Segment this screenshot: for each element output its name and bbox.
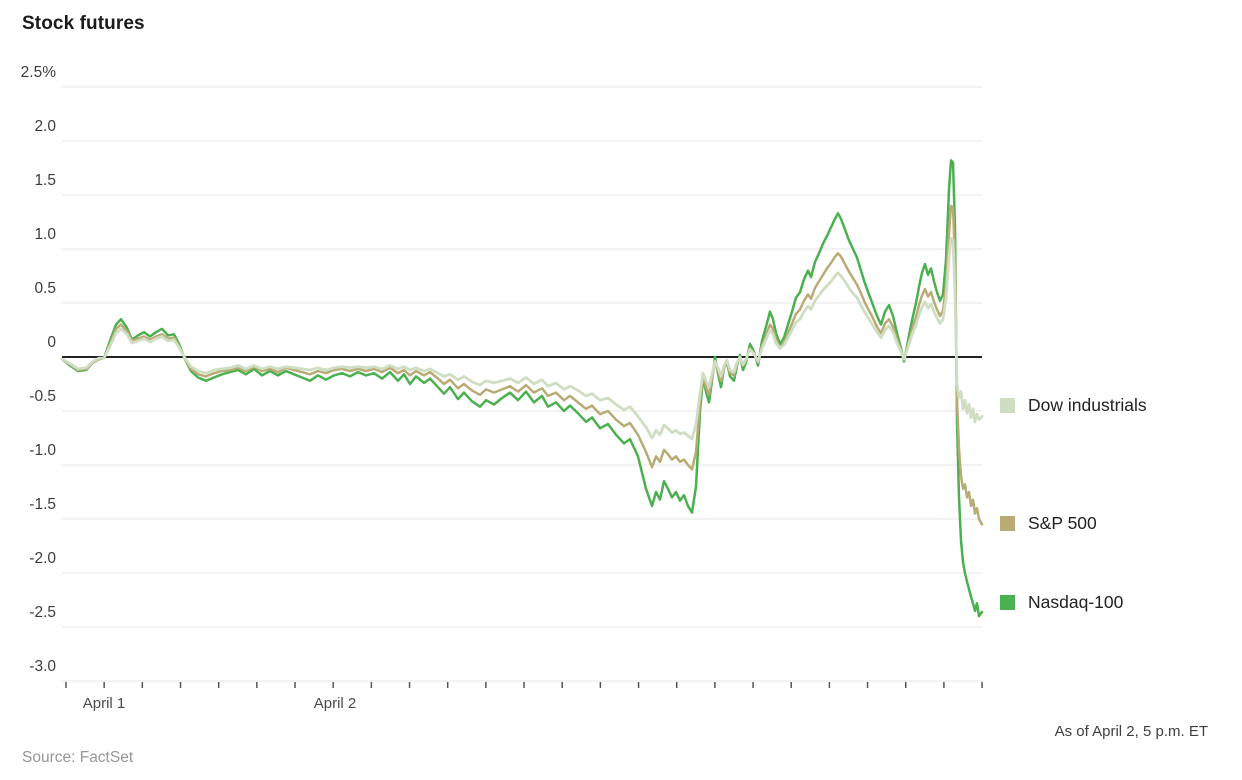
legend-label-sp: S&P 500 <box>1028 512 1097 533</box>
y-axis-label: 0.5 <box>34 280 56 297</box>
y-axis-label: 0 <box>47 334 56 351</box>
as-of-note: As of April 2, 5 p.m. ET <box>1054 723 1208 740</box>
y-axis-label: -3.0 <box>29 658 56 675</box>
legend-swatch-dow-icon <box>1000 397 1015 413</box>
y-axis-label: 2.5% <box>20 64 56 81</box>
legend-item-sp: S&P 500 <box>1000 512 1097 534</box>
y-axis-label: 1.5 <box>34 172 56 189</box>
series-line-dow <box>60 236 984 441</box>
legend-item-nasdaq: Nasdaq-100 <box>1000 591 1123 613</box>
y-axis-label: -0.5 <box>29 388 56 405</box>
legend-label-nasdaq: Nasdaq-100 <box>1028 591 1124 612</box>
x-axis-label: April 1 <box>82 695 126 712</box>
legend-swatch-nasdaq-icon <box>1000 594 1015 610</box>
page-title: Stock futures <box>22 13 145 34</box>
y-axis-label: -2.5 <box>29 604 56 621</box>
y-axis-label: 2.0 <box>34 118 56 135</box>
source-note: Source: FactSet <box>22 749 134 766</box>
series-line-sp <box>60 204 984 526</box>
y-axis-label: -2.0 <box>29 550 56 567</box>
y-axis-label: -1.0 <box>29 442 56 459</box>
y-axis-label: 1.0 <box>34 226 56 243</box>
legend-label-dow: Dow industrials <box>1028 394 1147 415</box>
legend-swatch-sp-icon <box>1000 515 1015 531</box>
y-axis-label: -1.5 <box>29 496 56 513</box>
x-axis-label: April 2 <box>313 695 357 712</box>
legend-item-dow: Dow industrials <box>1000 394 1147 416</box>
